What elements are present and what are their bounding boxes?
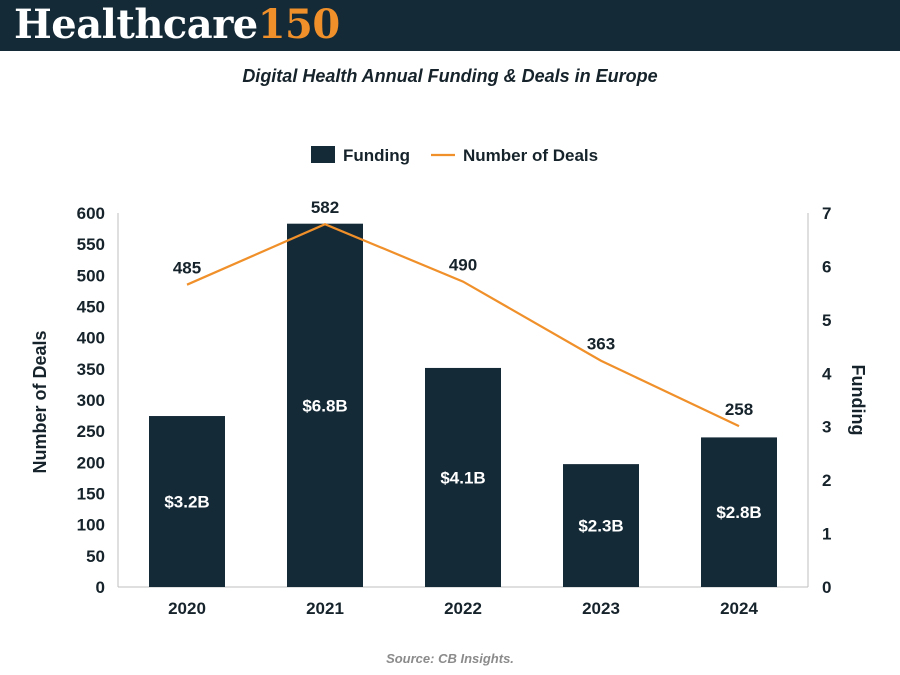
chart-title: Digital Health Annual Funding & Deals in… (242, 66, 658, 86)
x-tick-label: 2023 (582, 599, 620, 618)
y-tick-label: 300 (77, 391, 105, 410)
y-tick-label: 100 (77, 516, 105, 535)
header-bar: Healthcare150 (0, 0, 900, 51)
funding-bar-label: $6.8B (302, 396, 347, 415)
brand-logo: Healthcare150 (14, 2, 340, 48)
funding-bar-label: $2.3B (578, 517, 623, 536)
y2-tick-label: 3 (822, 418, 831, 437)
y-tick-label: 500 (77, 266, 105, 285)
y-tick-label: 400 (77, 329, 105, 348)
funding-bar (563, 464, 639, 587)
y-tick-label: 550 (77, 235, 105, 254)
y-tick-label: 0 (96, 578, 105, 597)
funding-bar (701, 437, 777, 587)
y2-tick-label: 6 (822, 257, 831, 276)
funding-bar-label: $3.2B (164, 493, 209, 512)
y2-tick-label: 2 (822, 471, 831, 490)
y-tick-label: 600 (77, 204, 105, 223)
y2-axis-title: Funding (848, 365, 868, 436)
legend-funding-label: Funding (343, 146, 410, 165)
x-tick-label: 2020 (168, 599, 206, 618)
deals-data-label: 363 (587, 335, 615, 354)
funding-bar-label: $2.8B (716, 503, 761, 522)
y-tick-label: 150 (77, 485, 105, 504)
y-tick-label: 350 (77, 360, 105, 379)
deals-data-label: 258 (725, 400, 753, 419)
y2-tick-label: 4 (822, 364, 832, 383)
funding-bar (149, 416, 225, 587)
deals-line (186, 223, 740, 428)
y-tick-label: 200 (77, 453, 105, 472)
y2-tick-label: 0 (822, 578, 831, 597)
brand-word: Healthcare (14, 1, 258, 48)
y-tick-label: 250 (77, 422, 105, 441)
legend-funding-swatch (311, 146, 335, 163)
deals-data-label: 490 (449, 256, 477, 275)
deals-data-label: 582 (311, 198, 339, 217)
y-tick-label: 450 (77, 298, 105, 317)
x-tick-label: 2024 (720, 599, 758, 618)
source-note: Source: CB Insights. (386, 651, 514, 666)
y2-tick-label: 7 (822, 204, 831, 223)
x-tick-label: 2021 (306, 599, 344, 618)
legend-deals-label: Number of Deals (463, 146, 598, 165)
brand-number: 150 (257, 1, 341, 48)
funding-bar (287, 223, 363, 587)
funding-bar-label: $4.1B (440, 468, 485, 487)
funding-bar (425, 367, 501, 587)
y2-tick-label: 1 (822, 525, 831, 544)
y2-tick-label: 5 (822, 311, 831, 330)
combo-chart: 0 50 100 150 200 250 300 350 400 450 500 550 600 0 1 2 3… (30, 146, 868, 618)
y-tick-label: 50 (86, 547, 105, 566)
deals-data-label: 485 (173, 259, 201, 278)
x-tick-label: 2022 (444, 599, 482, 618)
y-axis-title: Number of Deals (30, 330, 50, 473)
